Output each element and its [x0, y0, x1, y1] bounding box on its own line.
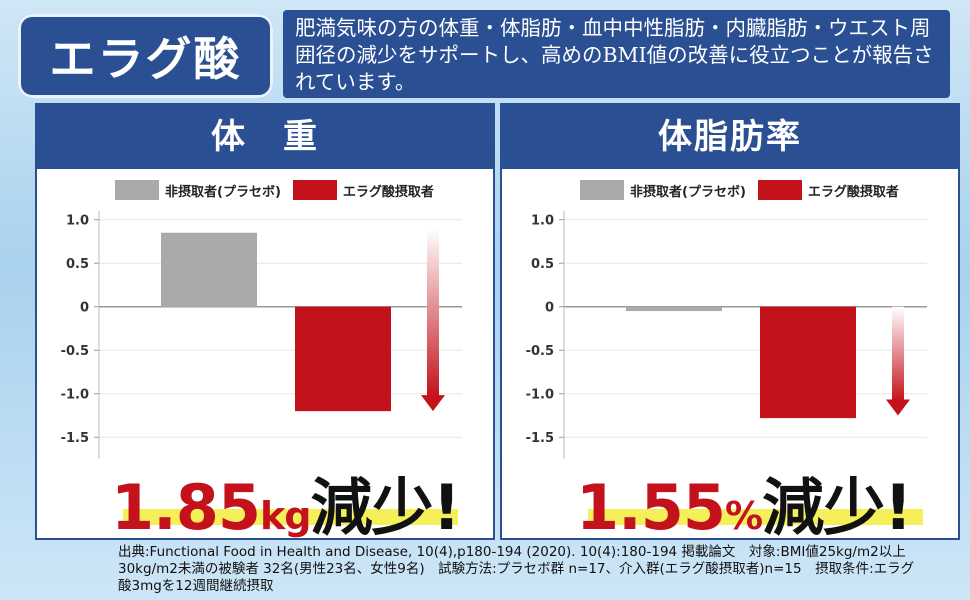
y-tick-label: 0.5 [531, 257, 554, 272]
highlight-bar [588, 509, 923, 525]
y-tick-label: 0 [545, 301, 554, 316]
bar-treated [760, 306, 856, 419]
result-unit: kg [259, 494, 311, 538]
y-tick-label: 0.5 [66, 257, 89, 272]
legend: 非摂取者(プラセボ) エラグ酸摂取者 [580, 180, 911, 200]
down-arrow-head [886, 399, 910, 416]
result-number: 1.85 [111, 471, 261, 544]
y-tick-label: 1.0 [531, 214, 554, 229]
legend-swatch-placebo [115, 180, 159, 200]
legend-placebo: 非摂取者(プラセボ) [630, 184, 746, 200]
bodyfat-panel: 体脂肪率 非摂取者(プラセボ) エラグ酸摂取者 1.0 0.5 0 -0.5 -1.0 -… [500, 103, 960, 544]
legend-swatch-placebo [580, 180, 624, 200]
y-tick-label: 1.0 [66, 214, 89, 229]
bar-placebo [161, 232, 257, 307]
result-weight: 1.85kg減少! [111, 457, 461, 547]
y-tick-label: -1.5 [61, 431, 89, 446]
legend-swatch-treated [757, 180, 802, 200]
legend-swatch-treated [292, 180, 337, 200]
down-arrow-shaft [892, 306, 904, 402]
title-badge: エラグ酸 [18, 14, 273, 98]
down-arrow-shaft [427, 228, 439, 398]
y-tick-label: -0.5 [61, 344, 89, 359]
weight-panel: 体 重 非摂取者(プラセボ) エラグ酸摂取者 1.0 0.5 0 -0.5 -1.0 -1… [35, 103, 495, 544]
page-title: エラグ酸 [49, 32, 242, 86]
legend: 非摂取者(プラセボ) エラグ酸摂取者 [115, 180, 446, 200]
result-text: 減少! [762, 471, 912, 544]
highlight-bar [123, 509, 458, 525]
y-tick-label: 0 [80, 301, 89, 316]
bar-placebo [626, 306, 722, 312]
y-tick-label: -1.5 [526, 431, 554, 446]
y-tick-label: -1.0 [526, 388, 554, 403]
result-bodyfat: 1.55%減少! [576, 457, 912, 547]
legend-treated: エラグ酸摂取者 [342, 184, 434, 200]
source-citation: 出典:Functional Food in Health and Disease… [118, 544, 915, 594]
result-number: 1.55 [576, 471, 726, 544]
y-tick-label: -1.0 [61, 388, 89, 403]
plot-area [99, 211, 462, 459]
down-arrow-head [421, 395, 445, 412]
plot-area [564, 211, 927, 459]
panel-header-bodyfat: 体脂肪率 [502, 105, 958, 169]
legend-placebo: 非摂取者(プラセボ) [165, 184, 281, 200]
description-box: 肥満気味の方の体重・体脂肪・血中中性脂肪・内臓脂肪・ウエスト周囲径の減少をサポー… [283, 10, 950, 98]
bar-treated [295, 306, 391, 412]
result-text: 減少! [310, 471, 460, 544]
y-tick-label: -0.5 [526, 344, 554, 359]
panel-header-weight: 体 重 [37, 105, 493, 169]
legend-treated: エラグ酸摂取者 [807, 184, 899, 200]
weight-chart: 1.0 0.5 0 -0.5 -1.0 -1.5 [61, 211, 462, 459]
result-unit: % [724, 494, 763, 538]
bodyfat-chart: 1.0 0.5 0 -0.5 -1.0 -1.5 [526, 211, 927, 459]
